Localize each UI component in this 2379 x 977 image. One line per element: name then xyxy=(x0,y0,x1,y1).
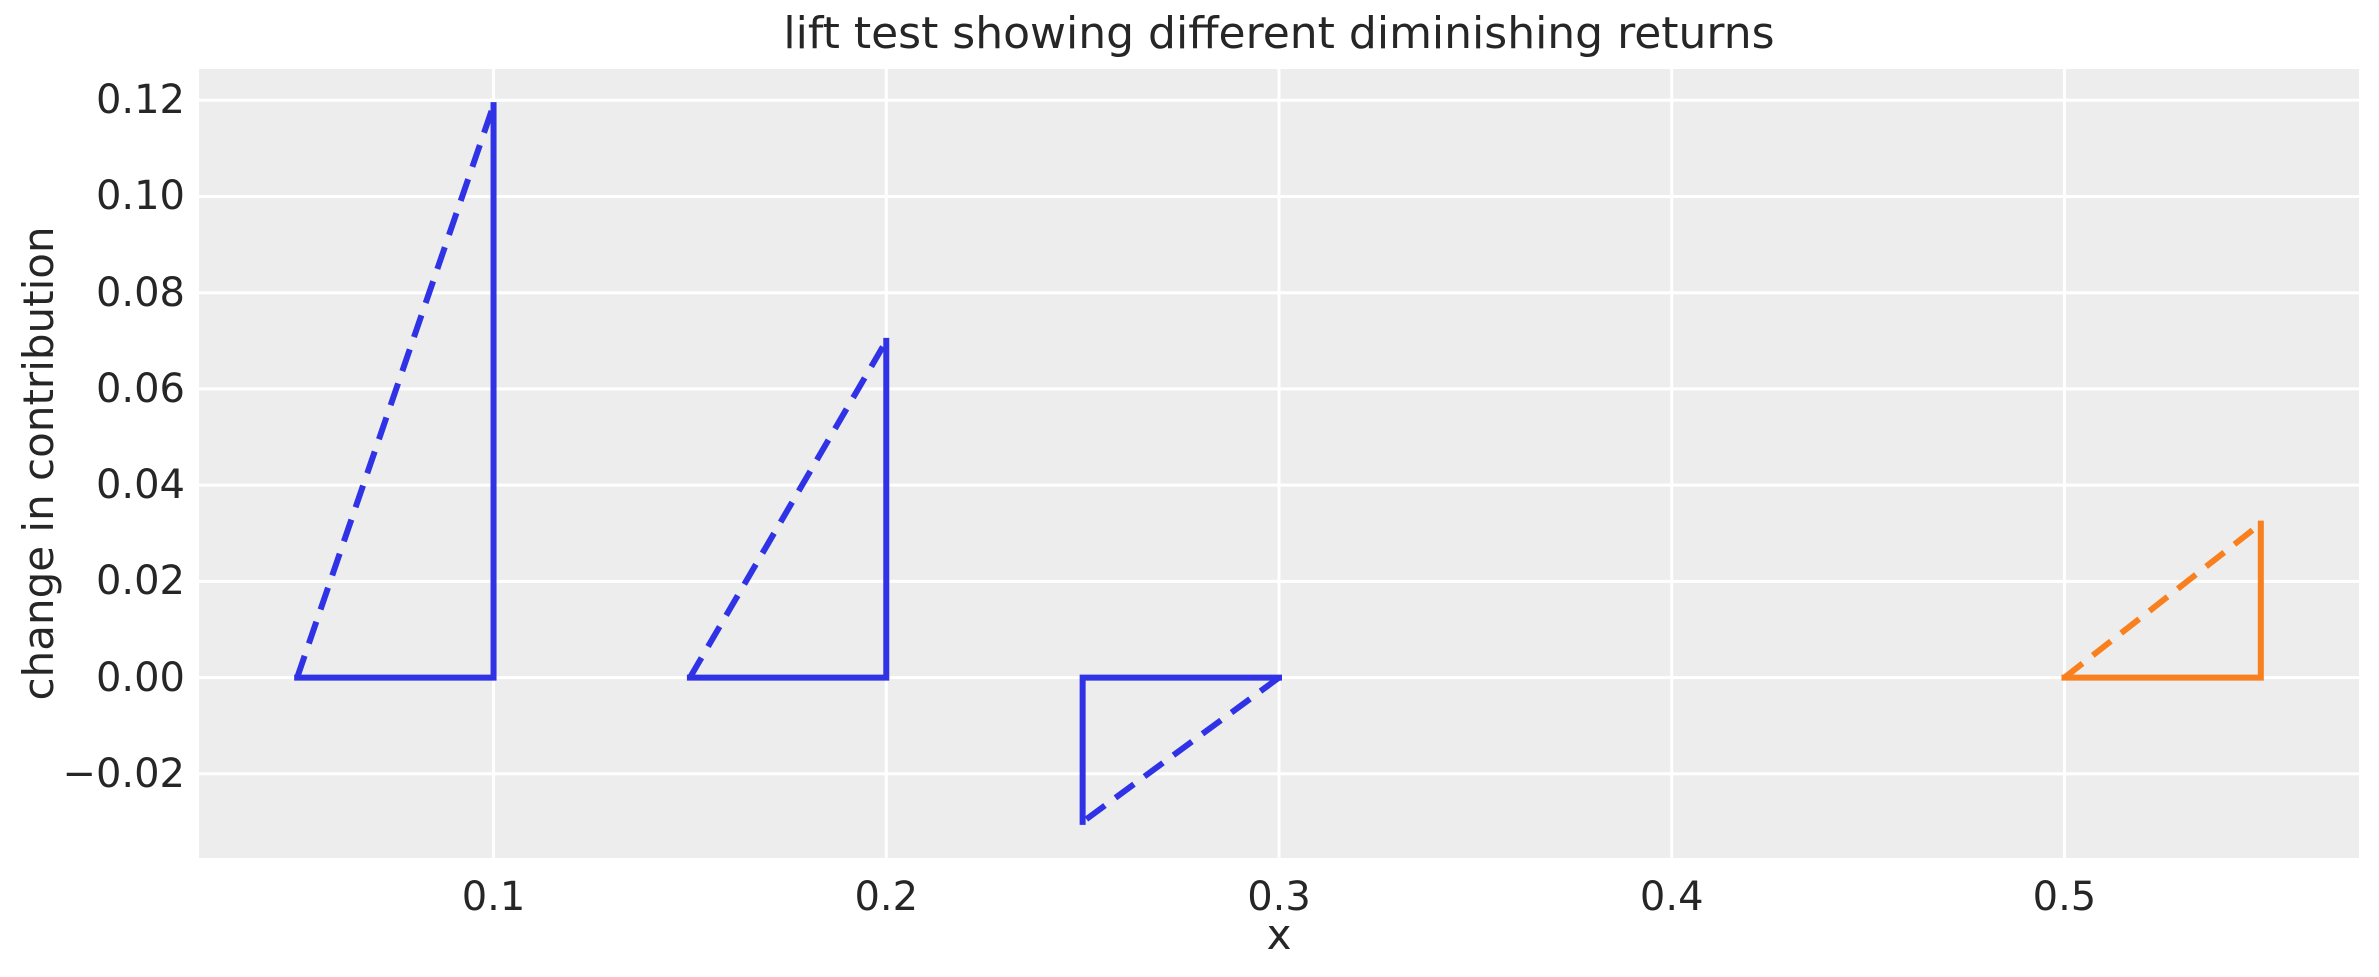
y-tick-label-0.06: 0.06 xyxy=(95,365,185,412)
lift-triangle-2-hypotenuse xyxy=(687,339,889,680)
x-tick-label-0.2: 0.2 xyxy=(854,874,919,920)
chart-title: lift test showing different diminishing … xyxy=(783,8,1775,59)
y-tick-label-0.02: 0.02 xyxy=(95,558,185,605)
x-tick-label-0.4: 0.4 xyxy=(1639,874,1704,920)
y-tick-label-0.04: 0.04 xyxy=(95,462,185,509)
x-tick-label-0.5: 0.5 xyxy=(2032,874,2097,920)
y-tick-label-0.12: 0.12 xyxy=(95,77,185,124)
y-axis-label: change in contribution xyxy=(14,226,63,701)
lift-triangle-1-hypotenuse xyxy=(294,104,497,679)
x-tick-label-0.1: 0.1 xyxy=(461,874,526,920)
lift-triangle-1-solid-edges xyxy=(294,102,497,681)
lift-triangle-3-hypotenuse xyxy=(1080,675,1281,825)
y-tick-label-0.08: 0.08 xyxy=(95,269,185,316)
plot-area xyxy=(199,69,2359,858)
lift-triangle-4-hypotenuse xyxy=(2062,521,2263,680)
y-tick-label-0.10: 0.10 xyxy=(95,173,185,220)
y-tick-label--0.02: −0.02 xyxy=(62,750,185,797)
x-tick-label-0.3: 0.3 xyxy=(1247,874,1311,920)
lift-triangle-2-solid-edges xyxy=(686,337,890,681)
x-axis-label: x xyxy=(1266,910,1292,959)
lift-triangle-4-solid-edges xyxy=(2061,520,2264,681)
lift-triangle-3-solid-edges xyxy=(1079,674,1282,825)
y-tick-label-0.00: 0.00 xyxy=(95,654,185,701)
plot-canvas xyxy=(199,69,2359,858)
